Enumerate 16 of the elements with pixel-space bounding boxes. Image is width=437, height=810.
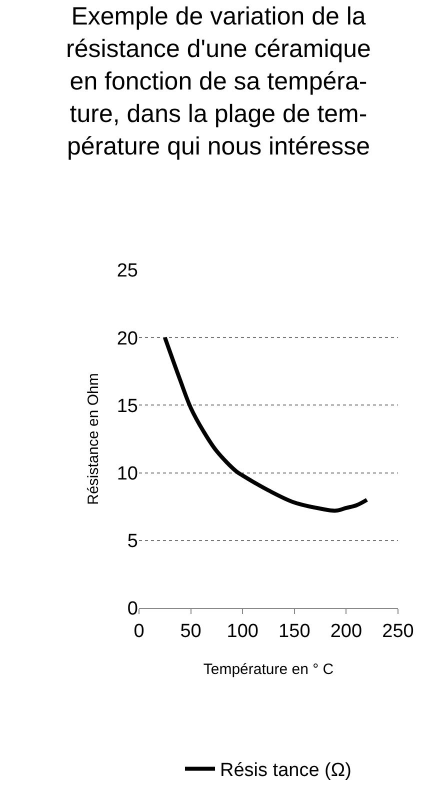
x-tick-label: 50 <box>180 620 202 642</box>
y-tick-label: 20 <box>116 328 138 350</box>
y-tick-label: 10 <box>116 463 138 484</box>
x-tick-label: 200 <box>330 620 362 642</box>
line-series <box>162 336 369 513</box>
chart-title: Exemple de variation de la résistance d'une céramique en fonction de sa tempéra- ture, dans la plage de tem- pérature qui nous intéresse <box>66 2 371 160</box>
x-tick-label: 250 <box>382 620 414 642</box>
y-tick-label: 25 <box>116 260 138 282</box>
x-tick-label: 150 <box>278 620 310 642</box>
x-axis-title: Température en ° C <box>203 660 334 678</box>
y-tick-label: 0 <box>127 598 138 620</box>
y-axis-title: Résistance en Ohm <box>85 373 102 505</box>
y-tick-label: 5 <box>127 531 138 552</box>
x-tick-label: 100 <box>226 620 258 642</box>
legend-label: Résis tance (Ω) <box>220 760 352 782</box>
y-tick-label: 15 <box>116 396 138 417</box>
